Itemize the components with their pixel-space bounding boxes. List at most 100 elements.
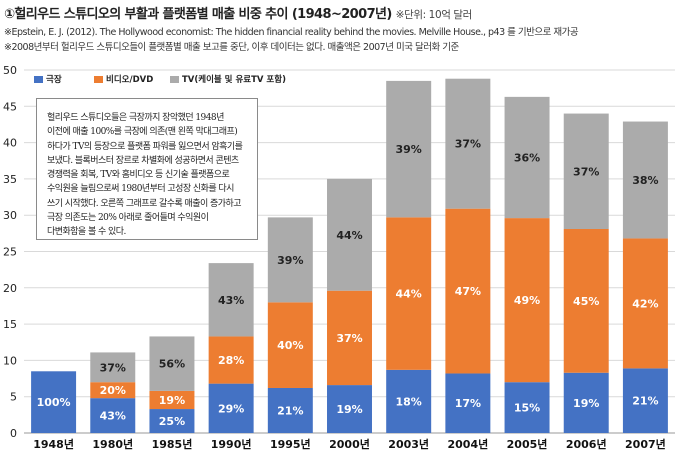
data-label: 38%	[632, 174, 658, 187]
bar-segment-video	[386, 217, 432, 370]
x-tick-label: 1990년	[211, 437, 252, 451]
bar-segment-theater	[208, 383, 254, 433]
bar-segment-tv	[267, 217, 313, 303]
bar-segment-theater	[31, 371, 77, 433]
y-axis: 0 5 10 15 20 25 30 35 40 45 50	[3, 64, 17, 440]
y-tick-label: 0	[10, 427, 17, 440]
data-label: 21%	[632, 395, 658, 408]
y-tick-label: 40	[3, 137, 17, 150]
bar-segment-tv	[90, 352, 136, 383]
data-label: 28%	[218, 354, 244, 367]
data-label: 49%	[514, 294, 540, 307]
data-label: 19%	[573, 397, 599, 410]
data-label: 44%	[336, 229, 362, 242]
legend-label: 비디오/DVD	[106, 74, 153, 85]
bar-segment-tv	[208, 263, 254, 337]
x-tick-label: 1985년	[152, 437, 193, 451]
data-label: 15%	[514, 402, 540, 415]
bar-segment-theater	[149, 409, 195, 433]
y-tick-label: 35	[3, 173, 17, 186]
y-tick-label: 30	[3, 209, 17, 222]
bar-segment-tv	[386, 80, 432, 218]
bar-segment-theater	[267, 387, 313, 433]
x-tick-label: 2006년	[566, 437, 607, 451]
data-label: 36%	[514, 151, 540, 164]
x-tick-label: 2003년	[388, 437, 429, 451]
bar-segment-tv	[445, 78, 491, 209]
legend-label: TV(케이블 및 유료TV 포함)	[182, 74, 286, 85]
chart-title: 헐리우드 스튜디오의 부활과 플랫폼별 매출 비중 추이 (1948~2007년…	[14, 7, 392, 22]
data-label: 47%	[455, 285, 481, 298]
bar-segment-theater	[563, 372, 609, 433]
data-label: 45%	[573, 295, 599, 308]
data-label: 20%	[100, 384, 126, 397]
x-tick-label: 1995년	[270, 437, 311, 451]
bar-segment-theater	[622, 368, 668, 433]
y-tick-label: 15	[3, 318, 17, 331]
data-label: 100%	[37, 396, 71, 409]
data-label: 39%	[277, 254, 303, 267]
bar-segment-theater	[504, 382, 550, 433]
bar-segment-video	[267, 302, 313, 388]
bar-segment-video	[327, 290, 372, 386]
y-tick-label: 10	[3, 354, 17, 367]
legend-swatch-video	[94, 76, 103, 83]
data-label: 25%	[159, 415, 185, 428]
title-marker: ①	[4, 7, 15, 22]
bar-segment-video	[563, 228, 609, 373]
legend-swatch-theater	[34, 76, 43, 83]
legend: 극장 비디오/DVD TV(케이블 및 유료TV 포함)	[34, 74, 286, 85]
y-tick-label: 5	[10, 391, 17, 404]
data-label: 40%	[277, 339, 303, 352]
data-note: ※2008년부터 헐리우드 스튜디오들이 플랫폼별 매출 보고를 중단, 이후 …	[4, 42, 459, 53]
data-label: 37%	[455, 138, 481, 151]
source-note: ※Epstein, E. J. (2012). The Hollywood ec…	[4, 27, 579, 38]
bar-segment-theater	[386, 369, 432, 433]
data-label: 18%	[396, 395, 422, 408]
y-tick-label: 25	[3, 246, 17, 259]
data-label: 21%	[277, 404, 303, 417]
data-label: 44%	[396, 288, 422, 301]
bar-segment-video	[208, 336, 254, 384]
data-label: 37%	[100, 361, 126, 374]
data-label: 56%	[159, 358, 185, 371]
x-tick-label: 2004년	[447, 437, 488, 451]
bar-segment-theater	[327, 385, 372, 433]
data-label: 17%	[455, 397, 481, 410]
bar-segment-theater	[90, 398, 136, 433]
y-tick-label: 20	[3, 282, 17, 295]
x-tick-label: 2005년	[507, 437, 548, 451]
y-tick-label: 50	[3, 64, 17, 77]
data-label: 29%	[218, 402, 244, 415]
x-tick-label: 2000년	[329, 437, 370, 451]
y-tick-label: 45	[3, 100, 17, 113]
legend-label: 극장	[46, 74, 62, 85]
bar-segment-tv	[504, 96, 550, 219]
bars: 100% 43% 20% 37% 25% 19% 56% 29% 28% 43% 21% 40% 39%…	[31, 78, 668, 433]
bar-segment-theater	[445, 373, 491, 433]
data-label: 19%	[336, 403, 362, 416]
unit-note: ※단위: 10억 달러	[395, 9, 473, 21]
data-label: 43%	[100, 410, 126, 423]
x-axis: 1948년 1980년 1985년 1990년 1995년 2000년 2003년 2004년…	[33, 437, 666, 451]
data-label: 39%	[396, 143, 422, 156]
data-label: 37%	[573, 165, 599, 178]
data-label: 37%	[336, 332, 362, 345]
x-tick-label: 1980년	[92, 437, 133, 451]
chart-title-line: ①헐리우드 스튜디오의 부활과 플랫폼별 매출 비중 추이 (1948~2007…	[4, 3, 472, 22]
bar-segment-video	[90, 382, 136, 399]
bar-segment-video	[445, 208, 491, 374]
data-label: 43%	[218, 294, 244, 307]
bar-segment-tv	[327, 178, 372, 291]
data-label: 42%	[632, 297, 658, 310]
data-label: 19%	[159, 394, 185, 407]
annotation-box: 헐리우드 스튜디오들은 극장까지 장악했던 1948년 이전에 매출 100%를…	[36, 98, 258, 240]
bar-segment-video	[622, 238, 668, 369]
x-tick-label: 1948년	[33, 437, 74, 451]
bar-segment-video	[149, 390, 195, 410]
bar-segment-tv	[622, 121, 668, 239]
legend-swatch-tv	[170, 76, 179, 83]
x-tick-label: 2007년	[625, 437, 666, 451]
bar-segment-video	[504, 218, 550, 383]
bar-segment-tv	[149, 336, 195, 391]
